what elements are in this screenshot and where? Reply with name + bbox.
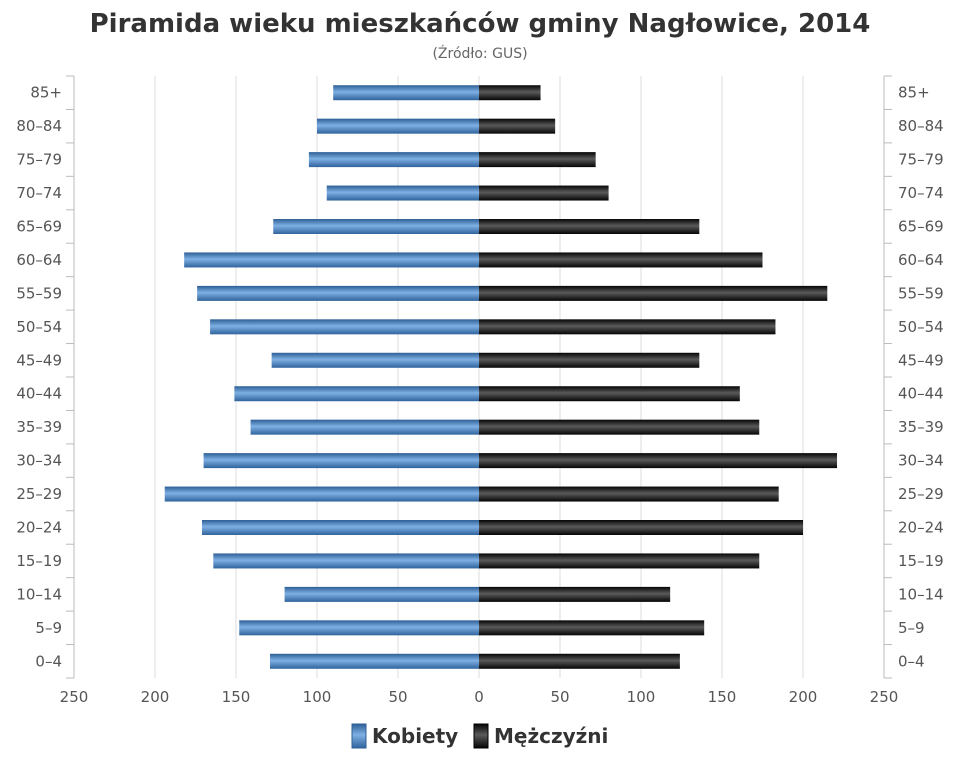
- x-tick-label: 50: [388, 688, 407, 706]
- category-label-right: 85+: [898, 84, 930, 102]
- category-label-right: 65–69: [898, 218, 944, 236]
- bar-mezczyzni[interactable]: [479, 285, 828, 301]
- category-label-left: 70–74: [16, 184, 62, 202]
- bar-kobiety[interactable]: [333, 85, 479, 101]
- tick-labels: 250 200 150 100 50 0 50 100 150 200 250 85+ 85+ 80–84…: [16, 84, 943, 706]
- bar-kobiety[interactable]: [284, 586, 479, 602]
- bar-mezczyzni[interactable]: [479, 152, 596, 168]
- x-tick-label: 0: [474, 688, 484, 706]
- category-label-right: 20–24: [898, 519, 944, 537]
- bar-kobiety[interactable]: [273, 219, 479, 234]
- bar-kobiety[interactable]: [197, 285, 479, 301]
- bar-kobiety[interactable]: [271, 352, 479, 368]
- category-label-left: 45–49: [16, 351, 62, 369]
- bar-mezczyzni[interactable]: [479, 319, 776, 335]
- category-label-right: 60–64: [898, 251, 944, 269]
- category-label-left: 60–64: [16, 251, 62, 269]
- x-tick-label: 250: [870, 688, 899, 706]
- bar-mezczyzni[interactable]: [479, 653, 680, 669]
- bar-mezczyzni[interactable]: [479, 219, 700, 234]
- category-label-left: 50–54: [16, 318, 62, 336]
- category-label-right: 70–74: [898, 184, 944, 202]
- bar-mezczyzni[interactable]: [479, 419, 760, 435]
- bar-mezczyzni[interactable]: [479, 620, 705, 636]
- bar-mezczyzni[interactable]: [479, 486, 779, 502]
- bar-kobiety[interactable]: [317, 118, 479, 134]
- category-label-left: 0–4: [35, 652, 62, 670]
- category-label-left: 15–19: [16, 552, 62, 570]
- bar-kobiety[interactable]: [270, 653, 479, 669]
- category-label-right: 0–4: [898, 652, 925, 670]
- x-tick-label: 150: [708, 688, 737, 706]
- bar-mezczyzni[interactable]: [479, 386, 740, 402]
- category-label-right: 55–59: [898, 284, 944, 302]
- category-label-right: 45–49: [898, 351, 944, 369]
- category-label-left: 80–84: [16, 117, 62, 135]
- category-label-left: 25–29: [16, 485, 62, 503]
- x-tick-label: 200: [141, 688, 170, 706]
- category-label-left: 75–79: [16, 151, 62, 169]
- bar-kobiety[interactable]: [164, 486, 479, 502]
- bar-kobiety[interactable]: [201, 520, 480, 535]
- bar-mezczyzni[interactable]: [479, 453, 838, 469]
- bar-mezczyzni[interactable]: [479, 118, 556, 134]
- category-label-left: 40–44: [16, 385, 62, 403]
- bar-kobiety[interactable]: [234, 386, 479, 402]
- x-tick-label: 200: [789, 688, 818, 706]
- category-label-left: 65–69: [16, 218, 62, 236]
- legend: Kobiety Mężczyźni: [351, 723, 608, 749]
- bar-kobiety[interactable]: [184, 252, 479, 268]
- category-label-right: 80–84: [898, 117, 944, 135]
- category-label-left: 85+: [30, 84, 62, 102]
- bar-mezczyzni[interactable]: [479, 586, 671, 602]
- category-label-left: 30–34: [16, 452, 62, 470]
- category-label-right: 50–54: [898, 318, 944, 336]
- x-tick-label: 50: [550, 688, 569, 706]
- bar-kobiety[interactable]: [239, 620, 479, 636]
- bar-mezczyzni[interactable]: [479, 252, 763, 268]
- category-label-right: 25–29: [898, 485, 944, 503]
- bar-mezczyzni[interactable]: [479, 352, 700, 368]
- category-label-right: 15–19: [898, 552, 944, 570]
- legend-label-kobiety[interactable]: Kobiety: [372, 724, 458, 748]
- bar-kobiety[interactable]: [308, 152, 479, 168]
- legend-label-mezczyzni[interactable]: Mężczyźni: [494, 724, 608, 748]
- bar-kobiety[interactable]: [213, 553, 479, 569]
- category-label-right: 35–39: [898, 418, 944, 436]
- bar-kobiety[interactable]: [203, 453, 479, 469]
- x-tick-label: 100: [303, 688, 332, 706]
- bar-mezczyzni[interactable]: [479, 185, 609, 201]
- category-label-right: 30–34: [898, 452, 944, 470]
- bar-kobiety[interactable]: [326, 185, 479, 201]
- legend-swatch-mezczyzni[interactable]: [473, 723, 489, 749]
- x-tick-label: 150: [222, 688, 251, 706]
- category-label-right: 10–14: [898, 585, 944, 603]
- bar-mezczyzni[interactable]: [479, 553, 760, 569]
- bar-mezczyzni[interactable]: [479, 520, 803, 535]
- axes: [66, 75, 892, 679]
- category-label-left: 20–24: [16, 519, 62, 537]
- x-tick-label: 250: [60, 688, 89, 706]
- chart-title: Piramida wieku mieszkańców gminy Nagłowi…: [90, 9, 871, 39]
- bars: [164, 85, 838, 669]
- category-label-right: 75–79: [898, 151, 944, 169]
- category-label-right: 40–44: [898, 385, 944, 403]
- chart-subtitle: (Źródło: GUS): [432, 44, 527, 62]
- category-label-left: 5–9: [35, 619, 62, 637]
- bar-mezczyzni[interactable]: [479, 85, 541, 101]
- category-label-left: 35–39: [16, 418, 62, 436]
- category-label-left: 55–59: [16, 284, 62, 302]
- x-tick-label: 100: [627, 688, 656, 706]
- bar-kobiety[interactable]: [210, 319, 479, 335]
- bar-kobiety[interactable]: [250, 419, 479, 435]
- legend-swatch-kobiety[interactable]: [351, 723, 367, 749]
- category-label-left: 10–14: [16, 585, 62, 603]
- category-label-right: 5–9: [898, 619, 925, 637]
